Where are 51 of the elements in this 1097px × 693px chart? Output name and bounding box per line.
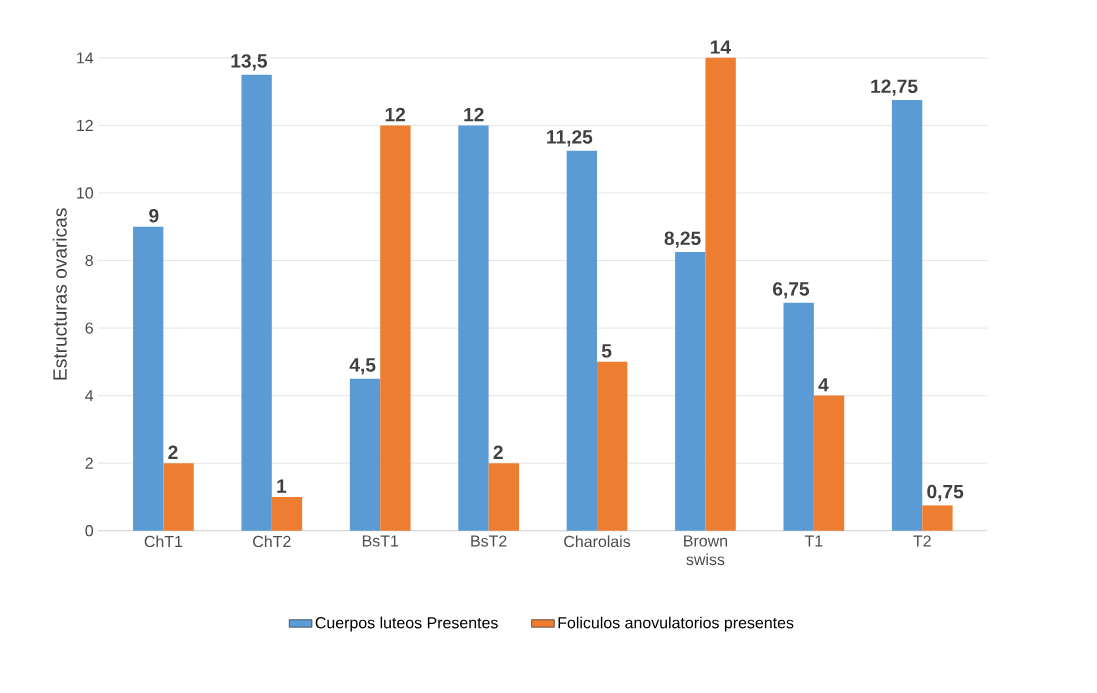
legend-label: Cuerpos luteos Presentes xyxy=(315,616,498,632)
bar xyxy=(705,57,736,531)
x-tick-label: Brown swiss xyxy=(684,535,728,565)
y-tick-label: 4 xyxy=(85,389,94,401)
bar xyxy=(271,496,303,531)
y-tick-label: 2 xyxy=(85,457,93,469)
data-label: 6,75 xyxy=(773,281,810,299)
data-label: 2 xyxy=(493,445,503,459)
data-label: 14 xyxy=(710,40,731,54)
data-label: 4 xyxy=(818,378,829,392)
data-label: 12,75 xyxy=(871,79,918,96)
data-label: 5 xyxy=(601,344,612,358)
bar xyxy=(891,99,923,531)
x-tick-label: ChT2 xyxy=(253,535,291,547)
bar xyxy=(566,150,598,531)
data-label: 9 xyxy=(149,208,159,223)
y-tick-label: 6 xyxy=(85,322,93,334)
bar xyxy=(349,378,381,531)
x-tick-label: ChT1 xyxy=(144,535,183,547)
data-label: 12 xyxy=(464,107,484,121)
data-label: 8,25 xyxy=(664,231,701,248)
y-tick-label: 0 xyxy=(85,524,94,537)
x-tick-label: T2 xyxy=(913,535,931,547)
bar xyxy=(675,251,706,531)
x-tick-label: T1 xyxy=(804,535,823,547)
data-label: 13,5 xyxy=(231,53,268,71)
x-tick-label: BsT2 xyxy=(471,535,507,547)
x-tick-label: BsT1 xyxy=(362,535,399,547)
y-tick-label: 14 xyxy=(77,52,94,64)
bar xyxy=(922,505,953,531)
data-label: 4,5 xyxy=(349,358,376,375)
data-label: 12 xyxy=(385,107,405,121)
bar xyxy=(597,361,628,531)
y-tick-label: 12 xyxy=(77,119,93,131)
bar xyxy=(133,226,164,531)
bar xyxy=(241,74,272,531)
data-label: 2 xyxy=(168,445,178,459)
legend-label: Foliculos anovulatorios presentes xyxy=(558,616,794,632)
bar xyxy=(783,302,814,531)
bar xyxy=(458,125,489,531)
y-tick-label: 8 xyxy=(85,254,93,266)
bar xyxy=(488,462,519,531)
x-tick-label: Charolais xyxy=(564,535,631,547)
bar xyxy=(813,395,845,531)
data-label: 0,75 xyxy=(927,484,964,501)
data-label: 11,25 xyxy=(547,129,593,147)
data-label: 1 xyxy=(277,479,287,493)
y-tick-label: 10 xyxy=(77,187,94,199)
y-axis-title: Estructuras ovaricas xyxy=(52,208,67,380)
bar xyxy=(380,125,411,531)
bar xyxy=(163,462,194,531)
